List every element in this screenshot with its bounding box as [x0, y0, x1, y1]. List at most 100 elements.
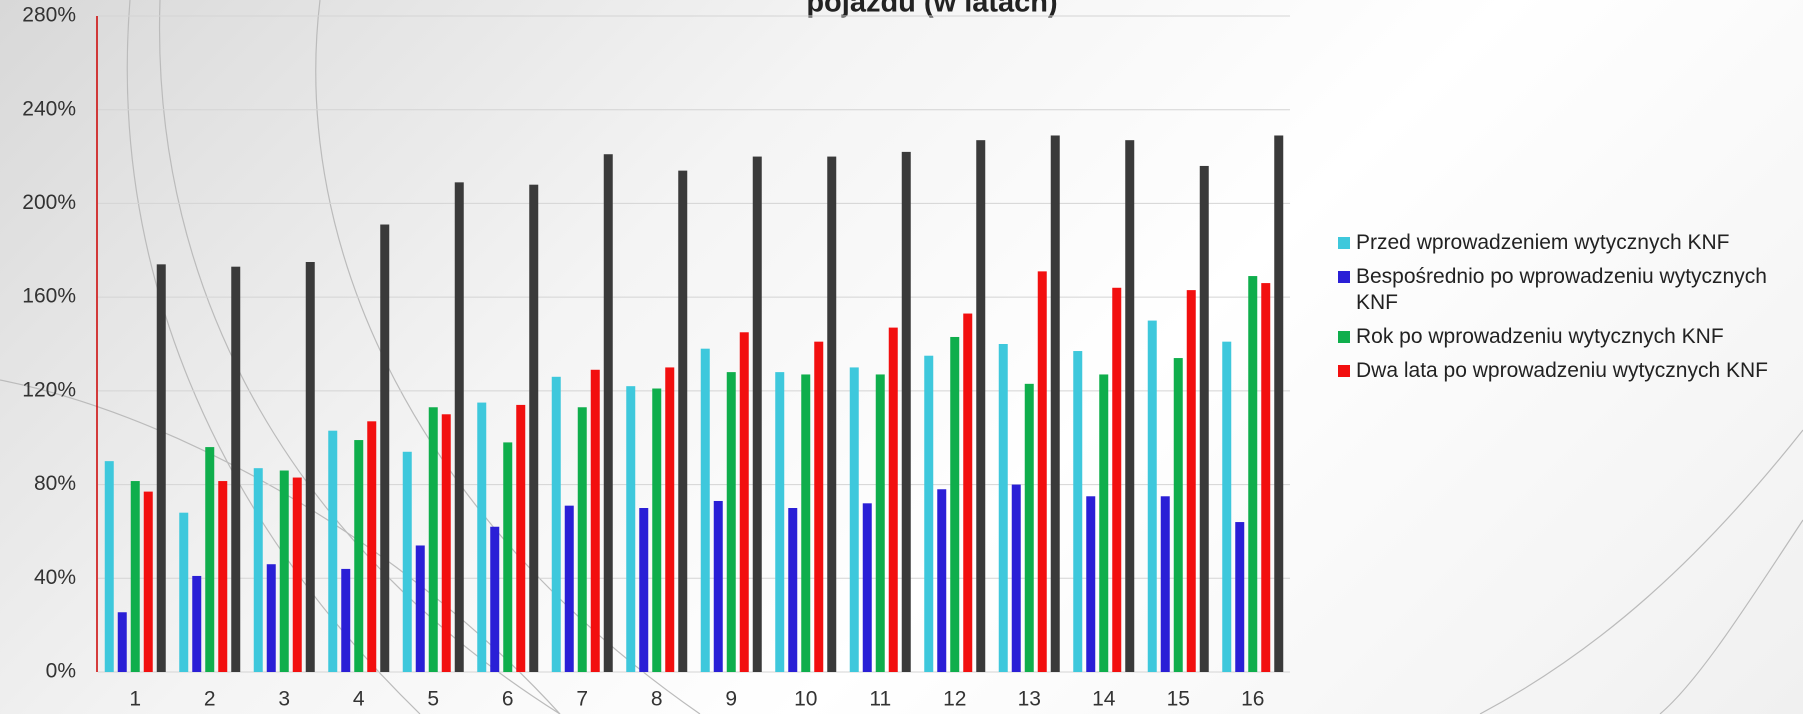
bar: [428, 407, 438, 672]
bar: [726, 372, 736, 672]
bar: [888, 327, 898, 672]
y-tick-label: 280%: [22, 4, 76, 27]
bar: [104, 461, 114, 672]
bar: [1011, 484, 1021, 672]
bar: [279, 470, 289, 672]
y-tick-label: 120%: [22, 378, 76, 401]
bar: [490, 526, 500, 672]
bar: [354, 440, 364, 672]
bar: [590, 369, 600, 672]
bar: [678, 170, 688, 672]
bar: [551, 376, 561, 672]
chart-title: pojazdu (w latach): [806, 0, 1057, 19]
bar: [752, 156, 762, 673]
bar: [402, 451, 412, 672]
bar: [901, 151, 911, 672]
bar: [1112, 287, 1122, 672]
bar: [292, 477, 302, 672]
legend-label: Przed wprowadzeniem wytycznych KNF: [1356, 231, 1730, 254]
bar: [1248, 276, 1258, 672]
x-tick-label: 16: [1241, 688, 1264, 711]
bar: [1086, 496, 1096, 672]
bar: [775, 372, 785, 672]
bar: [503, 442, 513, 672]
bar: [1261, 283, 1271, 672]
bar: [998, 344, 1008, 672]
bar: [1199, 165, 1209, 672]
bar: [231, 266, 241, 672]
bar: [849, 367, 859, 672]
bar: [827, 156, 837, 673]
bar: [218, 481, 228, 672]
bar: [266, 564, 276, 672]
bar: [1274, 135, 1284, 672]
bar: [814, 341, 824, 672]
x-tick-label: 11: [869, 688, 891, 711]
x-tick-label: 9: [725, 688, 737, 711]
bar: [739, 332, 749, 672]
x-tick-label: 2: [204, 688, 216, 711]
bar: [937, 489, 947, 672]
bar: [477, 402, 487, 672]
bar: [626, 386, 636, 672]
y-tick-label: 160%: [22, 285, 76, 308]
bar: [577, 407, 587, 672]
bar: [976, 140, 986, 672]
bar: [1050, 135, 1060, 672]
bar: [205, 447, 215, 672]
bar: [117, 612, 127, 672]
bar: [454, 182, 464, 673]
bar: [639, 508, 649, 672]
y-tick-label: 0%: [46, 660, 76, 683]
y-tick-label: 240%: [22, 97, 76, 120]
x-tick-label: 6: [502, 688, 514, 711]
legend-item: Rok po wprowadzeniu wytycznych KNF: [1338, 324, 1798, 350]
bar: [1125, 140, 1135, 672]
bar: [341, 568, 351, 672]
bar: [328, 430, 338, 672]
legend-item: Dwa lata po wprowadzeniu wytycznych KNF: [1338, 358, 1798, 384]
y-tick-label: 80%: [34, 472, 76, 495]
bar: [801, 374, 811, 672]
bar: [1099, 374, 1109, 672]
bar: [179, 512, 189, 672]
bar: [1073, 351, 1083, 672]
bar: [1186, 290, 1196, 672]
x-tick-label: 10: [794, 688, 817, 711]
bar: [950, 336, 960, 672]
x-tick-label: 4: [353, 688, 365, 711]
bar: [192, 575, 202, 672]
x-tick-label: 8: [651, 688, 663, 711]
bar: [924, 355, 934, 672]
x-tick-label: 7: [576, 688, 588, 711]
legend-swatch: [1338, 237, 1350, 249]
legend-label: Bespośrednio po wprowadzeniu wytycznych …: [1356, 265, 1767, 314]
bar: [700, 348, 710, 672]
bar: [1024, 383, 1034, 672]
bar: [1235, 522, 1245, 672]
y-tick-label: 40%: [34, 566, 76, 589]
bar: [156, 264, 166, 672]
bar: [1037, 271, 1047, 672]
legend-item: Przed wprowadzeniem wytycznych KNF: [1338, 230, 1798, 256]
bar: [367, 421, 377, 672]
bar: [564, 505, 574, 672]
bar: [529, 184, 539, 672]
bar: [1160, 496, 1170, 672]
bar: [441, 414, 451, 672]
x-tick-label: 12: [943, 688, 966, 711]
legend-item: Bespośrednio po wprowadzeniu wytycznych …: [1338, 264, 1798, 316]
x-tick-label: 5: [427, 688, 439, 711]
legend-label: Dwa lata po wprowadzeniu wytycznych KNF: [1356, 359, 1769, 382]
bar: [665, 367, 675, 672]
bar: [253, 468, 263, 672]
bar: [415, 545, 425, 672]
legend-swatch: [1338, 271, 1350, 283]
x-tick-label: 1: [129, 688, 141, 711]
bar: [875, 374, 885, 672]
bar: [862, 503, 872, 672]
x-tick-label: 15: [1167, 688, 1190, 711]
bar: [788, 508, 798, 672]
